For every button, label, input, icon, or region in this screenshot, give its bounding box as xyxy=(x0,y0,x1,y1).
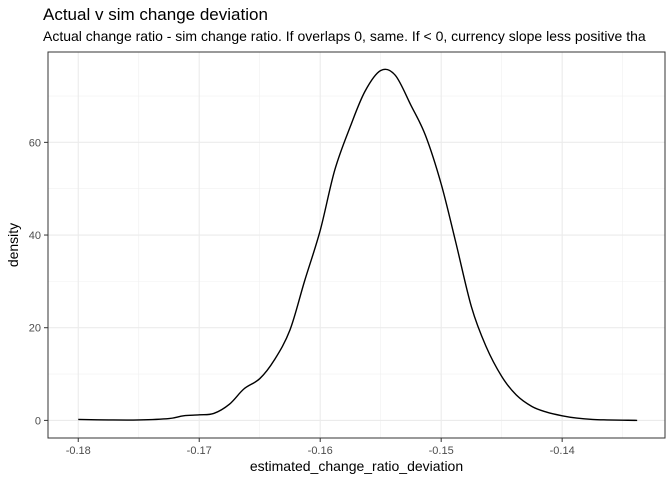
x-tick-label: -0.15 xyxy=(429,445,454,457)
plot-border xyxy=(47,51,666,439)
major-gridlines xyxy=(48,52,665,438)
y-axis-title: density xyxy=(5,223,21,267)
y-tick-label: 40 xyxy=(29,230,41,242)
chart-subtitle: Actual change ratio - sim change ratio. … xyxy=(43,28,646,44)
y-axis: 0 20 40 60 xyxy=(29,137,48,427)
chart-title: Actual v sim change deviation xyxy=(43,5,268,24)
density-curve xyxy=(78,68,638,422)
y-tick-label: 0 xyxy=(35,415,41,427)
x-tick-label: -0.17 xyxy=(187,445,212,457)
x-axis: -0.18 -0.17 -0.16 -0.15 -0.14 xyxy=(66,438,575,457)
y-tick-label: 60 xyxy=(29,137,41,149)
x-tick-label: -0.18 xyxy=(66,445,91,457)
x-tick-label: -0.14 xyxy=(550,445,575,457)
x-axis-title: estimated_change_ratio_deviation xyxy=(250,458,463,474)
y-tick-label: 20 xyxy=(29,323,41,335)
x-tick-label: -0.16 xyxy=(308,445,333,457)
